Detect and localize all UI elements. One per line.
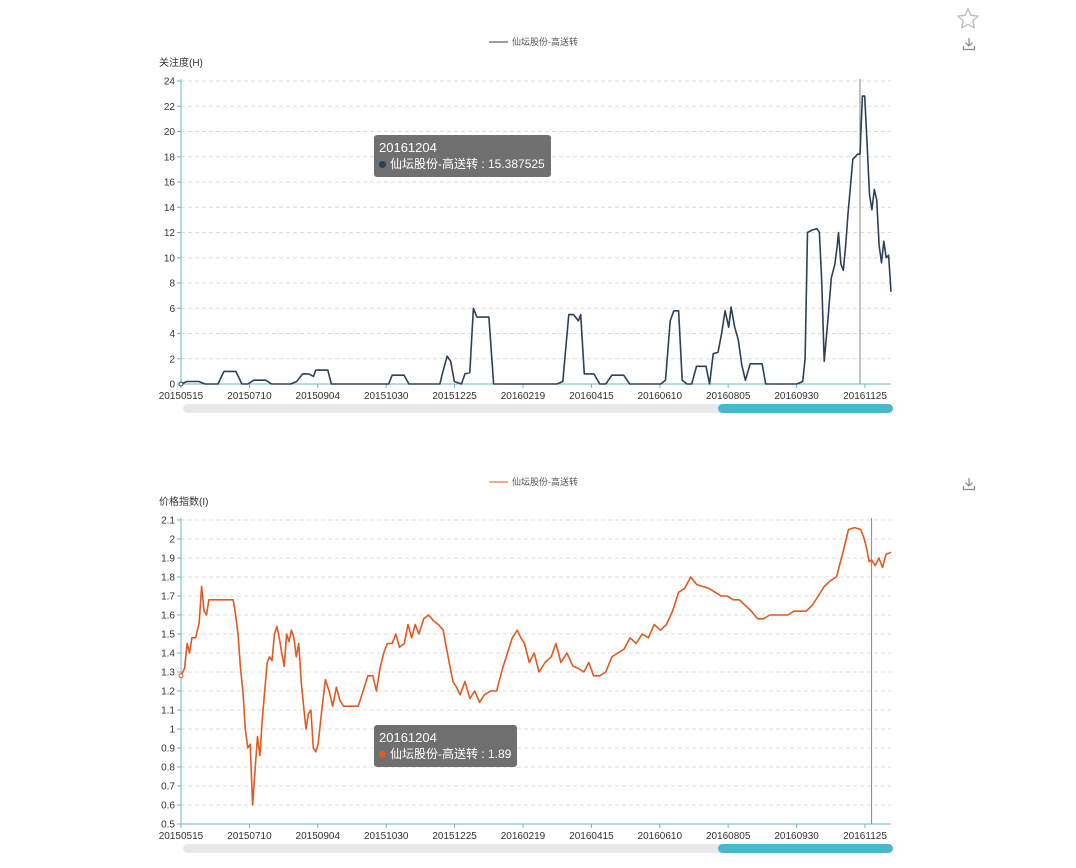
x-tick-label: 20150904 — [296, 831, 341, 842]
y-tick-label: 1.2 — [161, 687, 175, 698]
legend-label: 仙坛股份-高送转 — [512, 476, 578, 487]
y-tick-label: 1.5 — [161, 630, 175, 641]
y-tick-label: 2 — [169, 354, 175, 365]
x-tick-label: 20151030 — [364, 391, 409, 402]
slider-thumb — [718, 404, 893, 413]
x-tick-label: 20160415 — [569, 391, 614, 402]
y-tick-label: 14 — [164, 203, 176, 214]
x-tick-label: 20150710 — [227, 831, 272, 842]
attention-line-chart: 仙坛股份-高送转关注度(H)02468101214161820222420150… — [159, 36, 893, 413]
data-point — [178, 381, 184, 387]
tooltip-value: 仙坛股份-高送转 : 1.89 — [390, 747, 512, 761]
y-tick-label: 1.8 — [161, 573, 175, 584]
tooltip-date: 20161204 — [379, 730, 437, 745]
y-tick-label: 8 — [169, 279, 175, 290]
tooltip-value: 仙坛股份-高送转 : 15.387525 — [390, 157, 545, 171]
y-tick-label: 1.4 — [161, 649, 175, 660]
x-tick-label: 20161125 — [843, 831, 887, 842]
y-tick-label: 24 — [164, 77, 176, 88]
y-tick-label: 0.5 — [161, 820, 175, 831]
download-icon[interactable] — [962, 37, 976, 51]
tooltip: 20161204 仙坛股份-高送转 : 1.89 — [374, 725, 518, 767]
x-tick-label: 20160805 — [706, 391, 751, 402]
y-tick-label: 0.6 — [161, 801, 175, 812]
y-tick-label: 22 — [164, 102, 176, 113]
slider-track — [183, 844, 893, 853]
x-tick-label: 20160219 — [501, 831, 546, 842]
y-tick-label: 2.1 — [161, 516, 175, 527]
x-tick-label: 20150904 — [296, 391, 341, 402]
x-tick-label: 20151225 — [432, 831, 477, 842]
series-dot — [379, 161, 386, 168]
legend-label: 仙坛股份-高送转 — [512, 36, 578, 47]
x-tick-label: 20160930 — [774, 831, 819, 842]
zoom-slider — [183, 404, 893, 413]
y-tick-label: 1.3 — [161, 668, 175, 679]
series-line — [180, 95, 892, 385]
zoom-slider — [183, 844, 893, 853]
y-tick-label: 18 — [164, 152, 176, 163]
legend: 仙坛股份-高送转 — [489, 476, 578, 487]
y-tick-label: 1.7 — [161, 592, 175, 603]
y-tick-label: 6 — [169, 304, 175, 315]
y-tick-label: 0 — [169, 380, 175, 391]
x-tick-label: 20160610 — [638, 391, 683, 402]
slider-track — [183, 404, 893, 413]
y-tick-label: 1.1 — [161, 706, 175, 717]
slider-thumb — [718, 844, 893, 853]
x-tick-label: 20150515 — [159, 831, 204, 842]
download-icon[interactable] — [962, 477, 976, 491]
x-tick-label: 20151030 — [364, 831, 409, 842]
y-tick-label: 1.6 — [161, 611, 175, 622]
y-tick-label: 10 — [164, 253, 176, 264]
x-tick-label: 20151225 — [432, 391, 477, 402]
y-axis-label: 关注度(H) — [159, 56, 203, 69]
x-tick-label: 20160930 — [774, 391, 819, 402]
y-tick-label: 16 — [164, 178, 176, 189]
tooltip-series: 仙坛股份-高送转 : 1.89 — [379, 746, 511, 763]
x-tick-label: 20150515 — [159, 391, 204, 402]
y-tick-label: 0.8 — [161, 763, 175, 774]
y-tick-label: 0.9 — [161, 744, 175, 755]
x-tick-label: 20161125 — [843, 391, 887, 402]
x-tick-label: 20160415 — [569, 831, 614, 842]
y-tick-label: 20 — [164, 127, 176, 138]
tooltip-series: 仙坛股份-高送转 : 15.387525 — [379, 156, 545, 173]
y-tick-label: 1.9 — [161, 554, 175, 565]
x-tick-label: 20160219 — [501, 391, 546, 402]
legend: 仙坛股份-高送转 — [489, 36, 578, 47]
y-tick-label: 4 — [169, 329, 175, 340]
y-tick-label: 1 — [169, 725, 175, 736]
x-tick-label: 20150710 — [227, 391, 272, 402]
tooltip-date: 20161204 — [379, 140, 437, 155]
series-dot — [379, 751, 386, 758]
y-axis-label: 价格指数(I) — [159, 495, 208, 508]
tooltip: 20161204 仙坛股份-高送转 : 15.387525 — [374, 135, 551, 177]
y-tick-label: 2 — [169, 535, 175, 546]
y-tick-label: 0.7 — [161, 782, 175, 793]
series-line — [180, 526, 892, 806]
star-outline-icon[interactable] — [955, 6, 981, 32]
y-tick-label: 12 — [164, 228, 176, 239]
x-tick-label: 20160805 — [706, 831, 751, 842]
x-tick-label: 20160610 — [638, 831, 683, 842]
data-point — [178, 673, 184, 679]
